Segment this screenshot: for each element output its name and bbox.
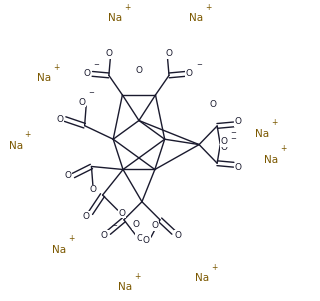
Text: Na: Na [52, 245, 66, 255]
Text: O: O [132, 220, 140, 229]
Text: O: O [136, 234, 143, 243]
Text: +: + [68, 234, 75, 243]
Text: −: − [88, 90, 94, 96]
Text: +: + [205, 3, 212, 12]
Text: O: O [209, 100, 216, 109]
Text: Na: Na [255, 129, 269, 139]
Text: Na: Na [264, 155, 278, 165]
Text: +: + [134, 272, 141, 281]
Text: O: O [151, 221, 158, 230]
Text: Na: Na [9, 141, 23, 151]
Text: +: + [25, 130, 31, 139]
Text: O: O [186, 70, 193, 78]
Text: +: + [280, 144, 287, 153]
Text: O: O [143, 236, 150, 245]
Text: O: O [174, 231, 181, 240]
Text: Na: Na [108, 13, 122, 23]
Text: −: − [93, 62, 100, 68]
Text: +: + [271, 118, 278, 127]
Text: O: O [220, 137, 227, 146]
Text: O: O [56, 115, 63, 124]
Text: −: − [196, 62, 202, 68]
Text: O: O [235, 117, 242, 126]
Text: O: O [65, 171, 71, 180]
Text: −: − [111, 223, 117, 229]
Text: O: O [119, 209, 126, 218]
Text: O: O [165, 49, 172, 58]
Text: Na: Na [37, 73, 51, 83]
Text: O: O [220, 143, 227, 152]
Text: +: + [53, 63, 60, 72]
Text: O: O [90, 185, 96, 194]
Text: −: − [230, 129, 236, 135]
Text: O: O [235, 163, 242, 172]
Text: +: + [211, 263, 218, 272]
Text: Na: Na [195, 273, 209, 284]
Text: Na: Na [118, 282, 132, 293]
Text: O: O [84, 70, 91, 78]
Text: −: − [153, 228, 159, 234]
Text: O: O [135, 67, 142, 75]
Text: O: O [101, 231, 108, 240]
Text: O: O [105, 49, 112, 58]
Text: O: O [78, 98, 85, 107]
Text: +: + [124, 3, 130, 12]
Text: O: O [83, 212, 90, 221]
Text: Na: Na [189, 13, 203, 23]
Text: −: − [230, 135, 236, 141]
